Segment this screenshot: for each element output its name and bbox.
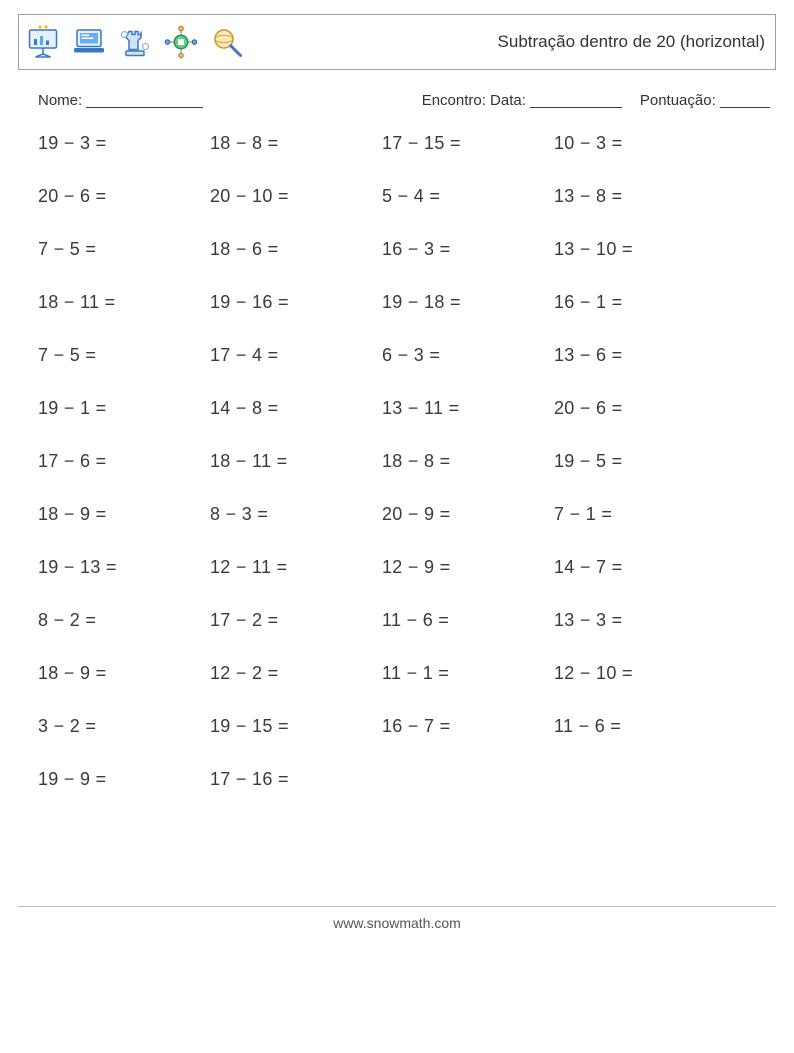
problem-cell: 20 − 6 = [554, 398, 726, 419]
problem-cell: 17 − 15 = [382, 133, 554, 154]
worksheet-title: Subtração dentro de 20 (horizontal) [498, 32, 765, 52]
problem-row: 19 − 9 =17 − 16 = [38, 769, 772, 790]
problem-cell: 11 − 6 = [382, 610, 554, 631]
info-line: Nome: Encontro: Data: Pontuação: [18, 92, 776, 109]
problem-cell: 14 − 7 = [554, 557, 726, 578]
problems-grid: 19 − 3 =18 − 8 =17 − 15 =10 − 3 =20 − 6 … [18, 133, 776, 790]
problem-row: 7 − 5 =18 − 6 =16 − 3 =13 − 10 = [38, 239, 772, 260]
problem-cell: 18 − 6 = [210, 239, 382, 260]
problem-cell: 8 − 3 = [210, 504, 382, 525]
problem-cell: 16 − 3 = [382, 239, 554, 260]
problem-cell: 10 − 3 = [554, 133, 726, 154]
icon-strip [25, 24, 245, 60]
problem-cell: 19 − 16 = [210, 292, 382, 313]
problem-cell: 8 − 2 = [38, 610, 210, 631]
problem-cell: 18 − 9 = [38, 663, 210, 684]
problem-cell: 17 − 6 = [38, 451, 210, 472]
problem-cell: 12 − 11 = [210, 557, 382, 578]
problem-cell: 18 − 8 = [210, 133, 382, 154]
problem-cell: 19 − 13 = [38, 557, 210, 578]
problem-cell: 11 − 1 = [382, 663, 554, 684]
problem-cell: 12 − 2 = [210, 663, 382, 684]
laptop-icon [71, 24, 107, 60]
rook-icon [117, 24, 153, 60]
problem-row: 3 − 2 =19 − 15 =16 − 7 =11 − 6 = [38, 716, 772, 737]
problem-cell: 18 − 11 = [210, 451, 382, 472]
problem-cell: 17 − 16 = [210, 769, 382, 790]
problem-row: 8 − 2 =17 − 2 =11 − 6 =13 − 3 = [38, 610, 772, 631]
problem-cell: 17 − 4 = [210, 345, 382, 366]
problem-cell: 7 − 1 = [554, 504, 726, 525]
problem-cell: 16 − 1 = [554, 292, 726, 313]
problem-cell: 12 − 10 = [554, 663, 726, 684]
problem-cell: 5 − 4 = [382, 186, 554, 207]
problem-row: 19 − 1 =14 − 8 =13 − 11 =20 − 6 = [38, 398, 772, 419]
problem-cell: 13 − 6 = [554, 345, 726, 366]
problem-row: 18 − 11 =19 − 16 =19 − 18 =16 − 1 = [38, 292, 772, 313]
problem-cell: 16 − 7 = [382, 716, 554, 737]
header: Subtração dentro de 20 (horizontal) [18, 14, 776, 70]
problem-cell: 7 − 5 = [38, 345, 210, 366]
problem-cell: 19 − 5 = [554, 451, 726, 472]
problem-row: 19 − 13 =12 − 11 =12 − 9 =14 − 7 = [38, 557, 772, 578]
robot-icon [163, 24, 199, 60]
date-field: Encontro: Data: [422, 92, 622, 109]
problem-cell: 19 − 18 = [382, 292, 554, 313]
problem-cell: 19 − 9 = [38, 769, 210, 790]
problem-row: 20 − 6 =20 − 10 =5 − 4 =13 − 8 = [38, 186, 772, 207]
footer: www.snowmath.com [18, 906, 776, 933]
problem-cell: 20 − 10 = [210, 186, 382, 207]
problem-row: 18 − 9 =12 − 2 =11 − 1 =12 − 10 = [38, 663, 772, 684]
problem-cell: 19 − 15 = [210, 716, 382, 737]
problem-cell: 20 − 9 = [382, 504, 554, 525]
problem-cell: 6 − 3 = [382, 345, 554, 366]
problem-row: 18 − 9 =8 − 3 =20 − 9 =7 − 1 = [38, 504, 772, 525]
problem-cell: 13 − 3 = [554, 610, 726, 631]
worksheet-page: Subtração dentro de 20 (horizontal) Nome… [0, 0, 794, 933]
problem-cell: 13 − 8 = [554, 186, 726, 207]
problem-cell: 7 − 5 = [38, 239, 210, 260]
problem-cell: 19 − 1 = [38, 398, 210, 419]
problem-cell: 13 − 11 = [382, 398, 554, 419]
presentation-icon [25, 24, 61, 60]
problem-cell: 14 − 8 = [210, 398, 382, 419]
problem-row: 19 − 3 =18 − 8 =17 − 15 =10 − 3 = [38, 133, 772, 154]
problem-cell: 18 − 11 = [38, 292, 210, 313]
problem-cell: 12 − 9 = [382, 557, 554, 578]
magnifier-icon [209, 24, 245, 60]
problem-row: 7 − 5 =17 − 4 =6 − 3 =13 − 6 = [38, 345, 772, 366]
score-field: Pontuação: [640, 92, 770, 109]
problem-cell: 19 − 3 = [38, 133, 210, 154]
problem-cell: 13 − 10 = [554, 239, 726, 260]
name-field: Nome: [38, 92, 203, 109]
problem-row: 17 − 6 =18 − 11 =18 − 8 =19 − 5 = [38, 451, 772, 472]
problem-cell: 11 − 6 = [554, 716, 726, 737]
problem-cell: 18 − 9 = [38, 504, 210, 525]
footer-url: www.snowmath.com [333, 915, 461, 931]
problem-cell: 3 − 2 = [38, 716, 210, 737]
problem-cell: 17 − 2 = [210, 610, 382, 631]
problem-cell: 20 − 6 = [38, 186, 210, 207]
problem-cell: 18 − 8 = [382, 451, 554, 472]
